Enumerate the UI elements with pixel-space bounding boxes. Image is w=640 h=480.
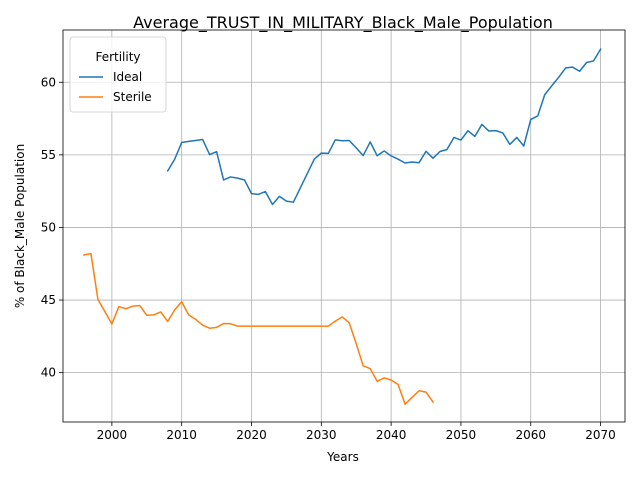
legend: Fertility Ideal Sterile <box>69 36 167 113</box>
x-axis-label: Years <box>326 450 359 464</box>
x-tick-label: 2070 <box>585 428 616 442</box>
x-tick-label: 2050 <box>446 428 477 442</box>
x-tick-label: 2000 <box>97 428 128 442</box>
series-line-ideal <box>166 48 602 206</box>
legend-label-sterile: Sterile <box>113 90 152 104</box>
x-tick-label: 2030 <box>306 428 337 442</box>
x-tick-label: 2010 <box>166 428 197 442</box>
x-tick-label: 2060 <box>515 428 546 442</box>
series-line-sterile <box>83 252 435 406</box>
legend-label-ideal: Ideal <box>113 70 142 84</box>
y-tick-label: 60 <box>41 75 56 89</box>
x-axis-ticks: 2000 2010 2020 2030 2040 2050 2060 2070 <box>97 422 616 442</box>
y-tick-label: 55 <box>41 148 56 162</box>
y-axis-ticks: 40 45 50 55 60 <box>41 75 63 380</box>
grid <box>63 30 625 422</box>
x-tick-label: 2020 <box>236 428 267 442</box>
legend-box <box>69 36 167 113</box>
chart-title: Average_TRUST_IN_MILITARY_Black_Male_Pop… <box>133 13 553 33</box>
legend-title: Fertility <box>95 50 140 64</box>
x-tick-label: 2040 <box>376 428 407 442</box>
plot-frame <box>62 29 626 423</box>
y-tick-label: 50 <box>41 220 56 234</box>
y-axis-label: % of Black_Male Population <box>13 144 27 308</box>
y-tick-label: 45 <box>41 293 56 307</box>
y-tick-label: 40 <box>41 366 56 380</box>
series-lines <box>83 48 602 406</box>
